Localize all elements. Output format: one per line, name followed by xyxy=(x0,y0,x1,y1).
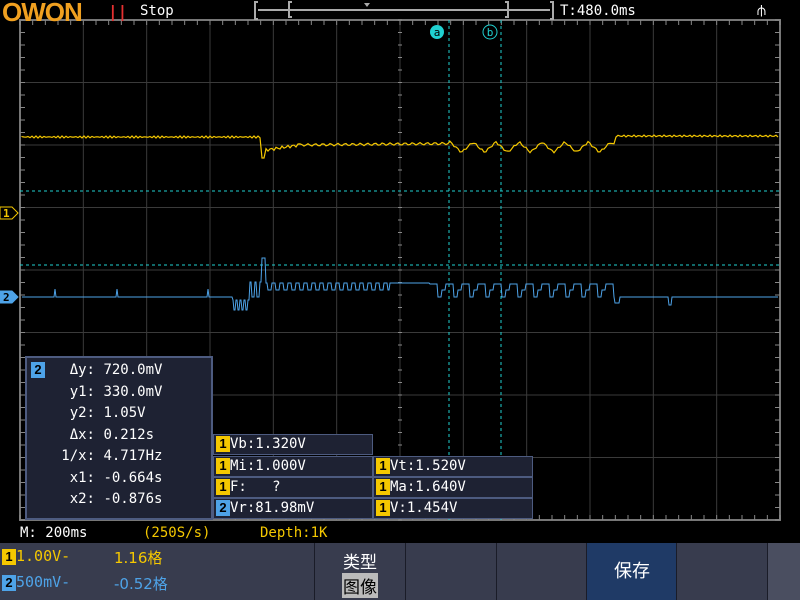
measurement-item: 1 V:1.454V xyxy=(373,498,533,519)
cursor-value: 330.0mV xyxy=(103,383,163,400)
timebase: M: 200ms xyxy=(20,525,88,541)
trigger-position: T:480.0ms xyxy=(560,3,636,19)
ch1-scale: 1.00V- xyxy=(16,547,71,565)
cursor-label: Δy: xyxy=(69,362,95,378)
menu-button-empty-3[interactable] xyxy=(676,543,767,600)
cursor-b-marker xyxy=(482,24,498,40)
cursor-measurement-panel: 2 Δy: 720.0mV y1: 330.0mV y2: 1.05V Δx: 0.21… xyxy=(25,356,213,520)
cursor-b-label: b xyxy=(487,26,494,39)
pause-icon: || xyxy=(108,2,128,21)
cursor-value: -0.876s xyxy=(103,491,163,507)
measurement-item: 1 F: ? xyxy=(213,477,373,498)
ch2-marker xyxy=(0,290,19,304)
channel-badge: 1 xyxy=(216,458,230,474)
measurement-value: Vb:1.320V xyxy=(230,436,306,452)
measurement-value: V:1.454V xyxy=(390,500,458,516)
ch1-badge: 1 xyxy=(2,549,16,565)
cursor-a-label: a xyxy=(434,26,441,39)
ch1-waveform xyxy=(21,134,779,159)
menu-button-empty-1[interactable] xyxy=(405,543,496,600)
type-value: 图像 xyxy=(342,573,378,598)
measurement-value: Mi:1.000V xyxy=(230,458,306,474)
cursor-value: -0.664s xyxy=(103,469,163,486)
cursor-row: 2 Δy: 720.0mV xyxy=(31,360,207,382)
ch2-offset: -0.52格 xyxy=(114,575,168,593)
run-status: Stop xyxy=(140,3,174,19)
ch2-waveform xyxy=(22,257,778,311)
measurement-item: 1 Mi:1.000V xyxy=(213,456,373,477)
ch2-settings[interactable]: 2 500mV- -0.52格 xyxy=(2,573,168,593)
cursor-row: y1: 330.0mV xyxy=(31,382,207,404)
ch1-offset: 1.16格 xyxy=(114,549,163,567)
measurement-item: 2 Vr:81.98mV xyxy=(213,498,373,519)
usb-icon: ⫛ xyxy=(757,1,766,19)
cursor-value: 1.05V xyxy=(103,405,146,421)
cursor-label: x2: xyxy=(69,491,95,507)
cursor-value: 4.717Hz xyxy=(103,448,163,464)
cursor-row: x2: -0.876s xyxy=(31,489,207,511)
menu-scroll[interactable] xyxy=(767,543,800,600)
measurement-item: 1 Vt:1.520V xyxy=(373,456,533,477)
measurement-value: Vt:1.520V xyxy=(390,458,466,474)
ch2-scale: 500mV- xyxy=(16,573,71,591)
cursor-row: Δx: 0.212s xyxy=(31,425,207,447)
channel-badge: 1 xyxy=(376,479,390,495)
memory-window-bar xyxy=(254,1,554,20)
cursor-label: x1: xyxy=(69,469,95,486)
channel-badge: 1 xyxy=(216,436,230,452)
ch2-marker-label: 2 xyxy=(3,291,10,304)
cursor-label: Δx: xyxy=(69,426,95,443)
cursor-row: 1/x: 4.717Hz xyxy=(31,446,207,468)
channel-badge: 2 xyxy=(31,362,45,378)
ch1-marker-label: 1 xyxy=(3,207,10,220)
channel-badge: 1 xyxy=(376,458,390,474)
bottom-menu-bar: 1 1.00V- 1.16格 2 500mV- -0.52格 类型 图像 保存 xyxy=(0,543,800,600)
cursor-label: y1: xyxy=(69,383,95,400)
measurement-item: 1 Vb:1.320V xyxy=(213,434,373,455)
trigger-position-marker xyxy=(364,3,370,7)
cursor-row: y2: 1.05V xyxy=(31,403,207,425)
channel-badge: 1 xyxy=(216,479,230,495)
cursor-label: y2: xyxy=(69,405,95,421)
owon-logo: OWON xyxy=(2,0,83,27)
ch1-settings[interactable]: 1 1.00V- 1.16格 xyxy=(2,547,162,567)
measurement-value: Ma:1.640V xyxy=(390,479,466,495)
record-depth: Depth:1K xyxy=(260,525,328,541)
channel-badge: 2 xyxy=(216,500,230,516)
cursor-a-marker xyxy=(430,25,444,39)
cursor-label: 1/x: xyxy=(61,448,95,464)
channel-badge: 1 xyxy=(376,500,390,516)
sample-rate: (250S/s) xyxy=(143,525,211,541)
acquisition-info: M: 200ms (250S/s) Depth:1K xyxy=(0,523,800,543)
ch1-marker xyxy=(0,206,19,220)
measurement-value: Vr:81.98mV xyxy=(230,500,315,516)
menu-button-empty-2[interactable] xyxy=(496,543,587,600)
measurement-item: 1 Ma:1.640V xyxy=(373,477,533,498)
cursor-value: 0.212s xyxy=(103,426,155,443)
cursor-row: x1: -0.664s xyxy=(31,468,207,490)
cursor-value: 720.0mV xyxy=(103,362,163,378)
type-button[interactable]: 类型 图像 xyxy=(314,543,405,600)
ch2-badge: 2 xyxy=(2,575,16,591)
save-button[interactable]: 保存 xyxy=(586,543,677,600)
type-label: 类型 xyxy=(343,553,377,573)
measurement-value: F: ? xyxy=(230,479,281,495)
